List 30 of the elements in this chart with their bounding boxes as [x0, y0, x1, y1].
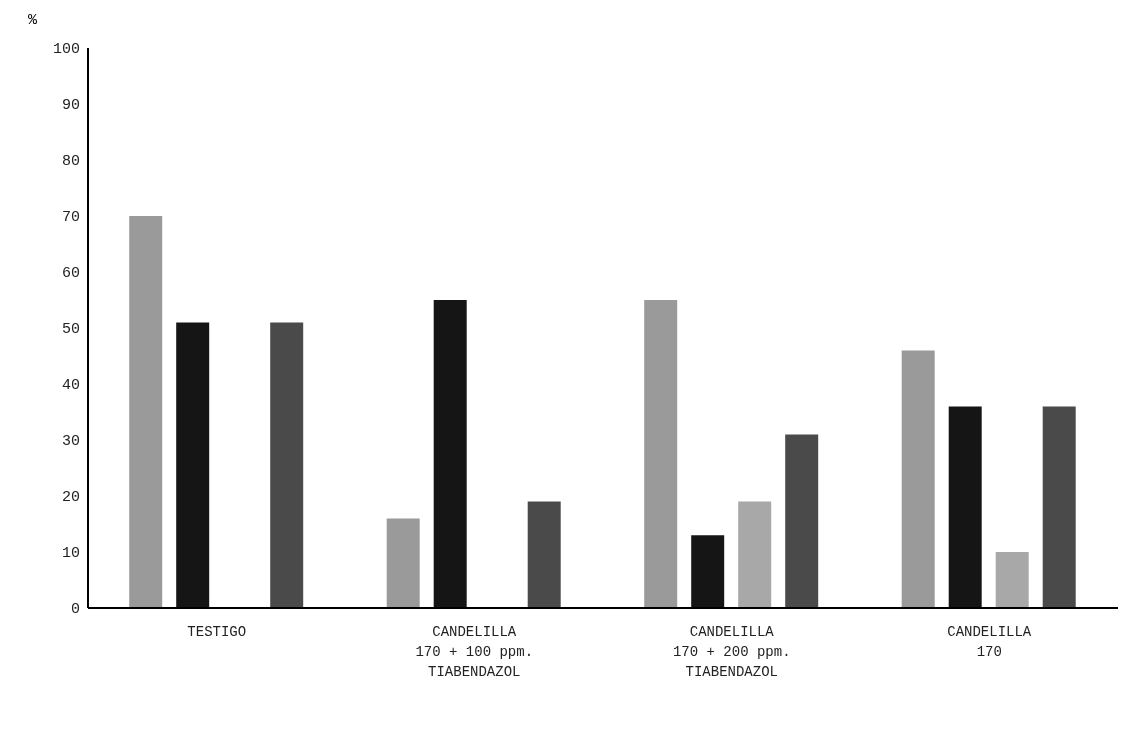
x-tick-label: CANDELILLA 170 + 200 ppm. TIABENDAZOL [672, 624, 791, 680]
bar [901, 350, 935, 608]
x-tick-label: CANDELILLA 170 [947, 624, 1032, 660]
bar [785, 434, 819, 608]
y-axis-title: % [28, 12, 38, 29]
x-tick-label: CANDELILLA 170 + 100 ppm. TIABENDAZOL [415, 624, 534, 680]
bar [129, 216, 163, 608]
bar [1042, 406, 1076, 608]
bar [433, 300, 467, 608]
bar [738, 501, 772, 608]
y-tick-label: 60 [61, 265, 80, 283]
y-tick-label: 80 [61, 153, 80, 171]
bar [948, 406, 982, 608]
y-tick-label: 30 [61, 433, 80, 451]
y-tick-label: 50 [61, 321, 80, 339]
bar [691, 535, 725, 608]
bar [270, 322, 304, 608]
bar [995, 552, 1029, 608]
x-tick-label: TESTIGO [187, 624, 247, 640]
y-tick-label: 10 [61, 545, 80, 563]
bar [644, 300, 678, 608]
y-tick-label: 40 [61, 377, 80, 395]
bar [527, 501, 561, 608]
bar [386, 518, 420, 608]
y-tick-label: 70 [61, 209, 80, 227]
y-tick-label: 0 [70, 601, 80, 619]
bar [176, 322, 210, 608]
y-tick-label: 20 [61, 489, 80, 507]
y-tick-label: 90 [61, 97, 80, 115]
y-tick-label: 100 [52, 41, 80, 59]
